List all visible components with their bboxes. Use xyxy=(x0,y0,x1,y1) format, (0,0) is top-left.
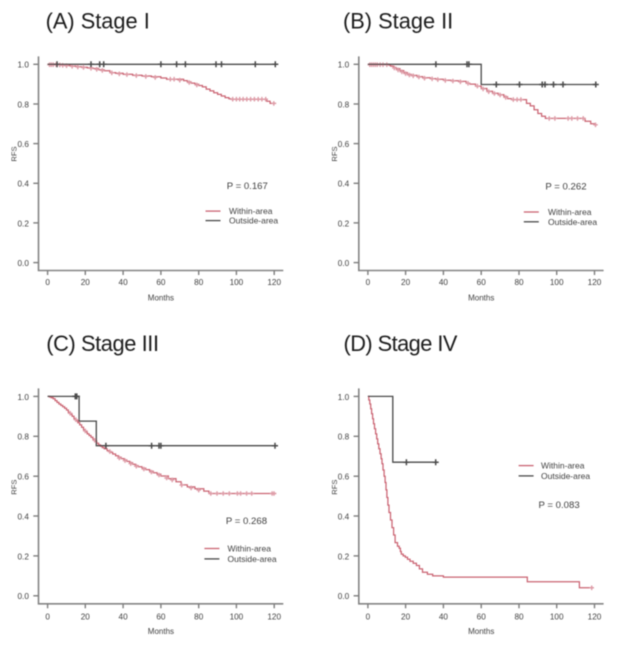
svg-text:1.0: 1.0 xyxy=(18,393,30,402)
svg-text:0: 0 xyxy=(366,278,371,287)
svg-text:0: 0 xyxy=(366,613,371,622)
svg-text:40: 40 xyxy=(439,613,449,622)
svg-text:Within-area: Within-area xyxy=(541,461,585,471)
svg-text:RFS: RFS xyxy=(10,480,19,495)
svg-text:100: 100 xyxy=(230,613,244,622)
svg-text:120: 120 xyxy=(588,278,602,287)
svg-text:1.0: 1.0 xyxy=(18,61,30,70)
svg-text:0.6: 0.6 xyxy=(18,140,30,149)
svg-text:Within-area: Within-area xyxy=(228,544,272,554)
svg-text:20: 20 xyxy=(401,278,411,287)
svg-text:RFS: RFS xyxy=(10,146,19,161)
svg-text:0.8: 0.8 xyxy=(18,100,30,109)
svg-text:Outside-area: Outside-area xyxy=(541,471,590,481)
svg-text:Months: Months xyxy=(468,294,494,303)
svg-text:0.0: 0.0 xyxy=(18,592,30,601)
svg-text:100: 100 xyxy=(550,278,564,287)
svg-text:0.0: 0.0 xyxy=(18,259,30,268)
svg-text:(D) Stage IV: (D) Stage IV xyxy=(344,331,458,356)
svg-text:80: 80 xyxy=(514,278,524,287)
svg-text:100: 100 xyxy=(550,613,564,622)
svg-text:0.2: 0.2 xyxy=(338,219,350,228)
svg-text:1.0: 1.0 xyxy=(338,393,350,402)
svg-text:40: 40 xyxy=(119,278,129,287)
svg-text:0.2: 0.2 xyxy=(18,552,30,561)
svg-text:Months: Months xyxy=(148,294,174,303)
svg-text:Outside-area: Outside-area xyxy=(228,554,277,564)
svg-text:0.6: 0.6 xyxy=(338,140,350,149)
svg-text:60: 60 xyxy=(477,278,487,287)
svg-text:20: 20 xyxy=(81,613,91,622)
svg-text:(C) Stage III: (C) Stage III xyxy=(46,331,158,356)
svg-text:0.2: 0.2 xyxy=(338,552,350,561)
svg-text:Outside-area: Outside-area xyxy=(229,216,278,226)
svg-text:20: 20 xyxy=(401,613,411,622)
svg-text:RFS: RFS xyxy=(330,480,339,495)
svg-text:P = 0.083: P = 0.083 xyxy=(539,500,580,511)
svg-text:Within-area: Within-area xyxy=(548,207,592,217)
svg-text:20: 20 xyxy=(81,278,91,287)
svg-text:0.4: 0.4 xyxy=(338,180,350,189)
svg-text:Outside-area: Outside-area xyxy=(548,217,597,227)
svg-text:80: 80 xyxy=(194,613,204,622)
svg-text:0.4: 0.4 xyxy=(338,512,350,521)
svg-text:0.0: 0.0 xyxy=(338,592,350,601)
svg-text:0.6: 0.6 xyxy=(18,473,30,482)
svg-text:Months: Months xyxy=(148,627,174,636)
svg-text:Months: Months xyxy=(468,627,494,636)
svg-text:0.8: 0.8 xyxy=(18,433,30,442)
svg-text:Within-area: Within-area xyxy=(229,206,273,216)
svg-text:P = 0.262: P = 0.262 xyxy=(545,182,586,193)
svg-text:0.2: 0.2 xyxy=(18,219,30,228)
svg-text:0.0: 0.0 xyxy=(338,259,350,268)
svg-text:0: 0 xyxy=(45,278,50,287)
svg-text:100: 100 xyxy=(230,278,244,287)
svg-text:120: 120 xyxy=(267,278,281,287)
svg-text:120: 120 xyxy=(588,613,602,622)
svg-text:60: 60 xyxy=(156,278,166,287)
svg-text:80: 80 xyxy=(194,278,204,287)
svg-text:P = 0.167: P = 0.167 xyxy=(227,181,268,192)
svg-text:120: 120 xyxy=(267,613,281,622)
svg-text:0.4: 0.4 xyxy=(18,512,30,521)
svg-text:60: 60 xyxy=(477,613,487,622)
svg-text:60: 60 xyxy=(156,613,166,622)
svg-text:0.8: 0.8 xyxy=(338,433,350,442)
svg-text:0.4: 0.4 xyxy=(18,180,30,189)
svg-text:1.0: 1.0 xyxy=(338,61,350,70)
svg-text:RFS: RFS xyxy=(330,146,339,161)
svg-text:0: 0 xyxy=(45,613,50,622)
svg-text:0.8: 0.8 xyxy=(338,100,350,109)
svg-text:40: 40 xyxy=(439,278,449,287)
svg-text:40: 40 xyxy=(119,613,129,622)
svg-text:(A) Stage I: (A) Stage I xyxy=(46,8,150,33)
svg-text:P = 0.268: P = 0.268 xyxy=(226,516,267,527)
svg-text:80: 80 xyxy=(514,613,524,622)
svg-text:(B) Stage II: (B) Stage II xyxy=(343,8,453,33)
svg-text:0.6: 0.6 xyxy=(338,473,350,482)
